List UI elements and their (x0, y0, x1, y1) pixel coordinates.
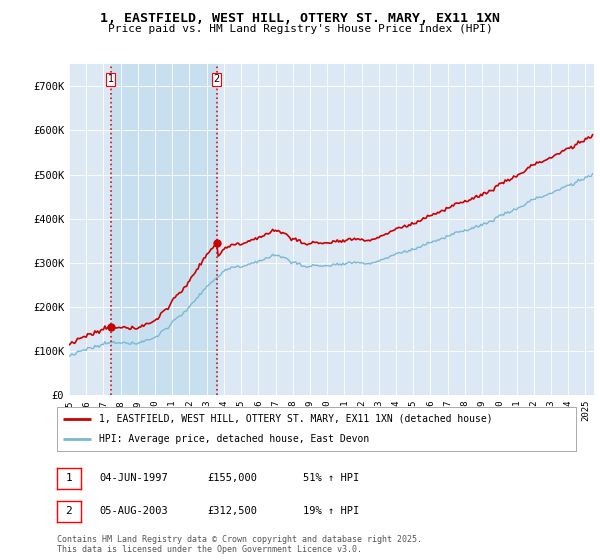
Text: 2: 2 (65, 506, 73, 516)
Point (106, 322, 115, 331)
Point (212, 239, 221, 248)
Text: £155,000: £155,000 (207, 473, 257, 483)
Text: Price paid vs. HM Land Registry's House Price Index (HPI): Price paid vs. HM Land Registry's House … (107, 24, 493, 34)
Text: 2: 2 (214, 74, 220, 85)
Text: 51% ↑ HPI: 51% ↑ HPI (303, 473, 359, 483)
Text: 1: 1 (107, 74, 114, 85)
Text: 04-JUN-1997: 04-JUN-1997 (99, 473, 168, 483)
Text: HPI: Average price, detached house, East Devon: HPI: Average price, detached house, East… (98, 434, 369, 444)
Text: 1: 1 (65, 473, 73, 483)
Text: 1, EASTFIELD, WEST HILL, OTTERY ST. MARY, EX11 1XN (detached house): 1, EASTFIELD, WEST HILL, OTTERY ST. MARY… (98, 414, 492, 424)
Text: 05-AUG-2003: 05-AUG-2003 (99, 506, 168, 516)
Text: Contains HM Land Registry data © Crown copyright and database right 2025.
This d: Contains HM Land Registry data © Crown c… (57, 535, 422, 554)
Bar (110, 64, 217, 395)
Text: 1, EASTFIELD, WEST HILL, OTTERY ST. MARY, EX11 1XN: 1, EASTFIELD, WEST HILL, OTTERY ST. MARY… (100, 12, 500, 25)
Text: £312,500: £312,500 (207, 506, 257, 516)
Text: 19% ↑ HPI: 19% ↑ HPI (303, 506, 359, 516)
